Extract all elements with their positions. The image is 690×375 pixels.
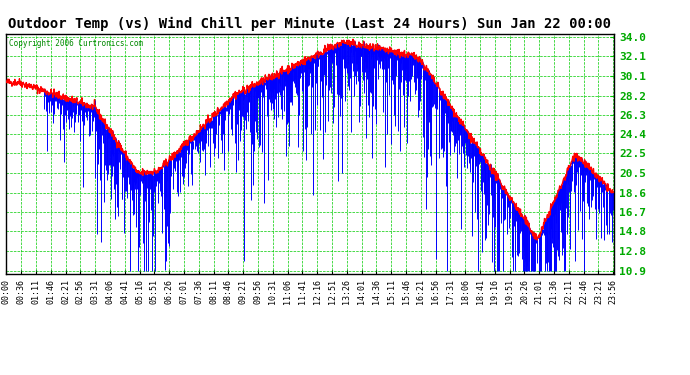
- Text: Copyright 2006 Curtronics.com: Copyright 2006 Curtronics.com: [8, 39, 143, 48]
- Title: Outdoor Temp (vs) Wind Chill per Minute (Last 24 Hours) Sun Jan 22 00:00: Outdoor Temp (vs) Wind Chill per Minute …: [8, 17, 611, 31]
